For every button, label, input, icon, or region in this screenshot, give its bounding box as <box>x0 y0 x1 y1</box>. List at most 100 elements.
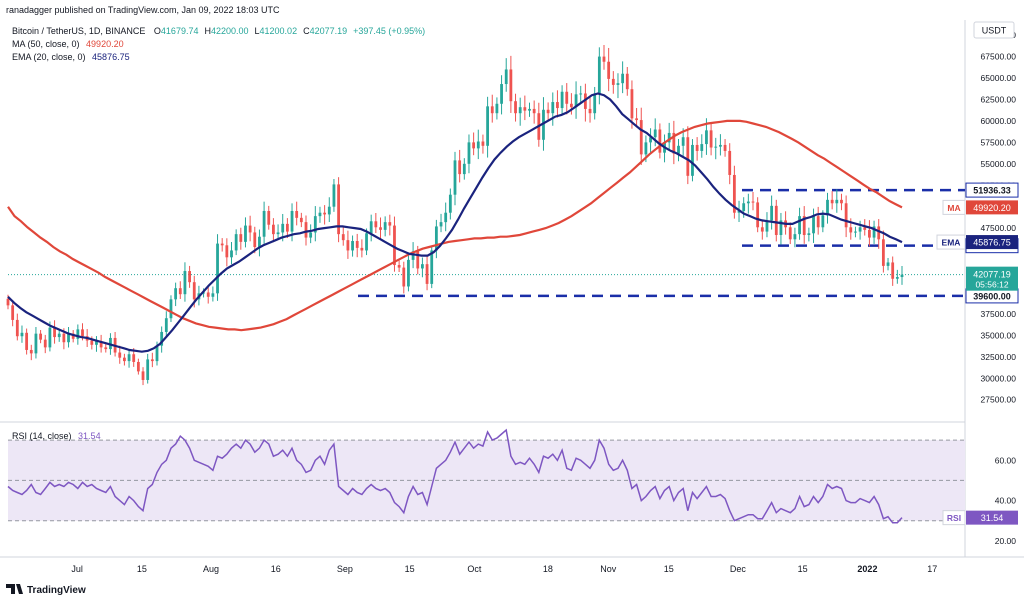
candle-body <box>677 145 680 154</box>
candle-body <box>434 226 438 251</box>
candle-body <box>546 109 550 114</box>
candle-body <box>472 142 476 149</box>
tradingview-logo[interactable]: TradingView <box>6 584 86 596</box>
candle-body <box>597 56 601 94</box>
candle-body <box>788 227 792 240</box>
ohlc-key-c: C <box>303 26 310 36</box>
candle-body <box>458 160 462 175</box>
price-tick-label: 47500.00 <box>981 223 1017 233</box>
candle-body <box>248 225 252 233</box>
price-tick-label: 35000.00 <box>981 330 1017 340</box>
candle-body <box>425 264 429 284</box>
candle-body <box>29 349 33 354</box>
candle-body <box>695 144 699 151</box>
candle-body <box>332 184 336 207</box>
candle-body <box>607 61 611 79</box>
candle-body <box>812 216 815 234</box>
ema-tag-label: EMA <box>942 238 961 248</box>
candle-body <box>732 174 736 213</box>
candle-body <box>840 199 843 204</box>
candle-body <box>700 144 704 151</box>
candle-body <box>155 345 159 362</box>
candle-body <box>528 108 531 111</box>
time-tick-label: 17 <box>927 564 937 574</box>
rsi-tick-label: 60.00 <box>995 455 1017 465</box>
rsi-legend-label: RSI (14, close) <box>12 431 72 441</box>
candle-body <box>351 241 354 251</box>
candle-body <box>323 212 327 215</box>
price-tick-label: 55000.00 <box>981 159 1017 169</box>
candle-body <box>90 340 94 345</box>
candle-body <box>20 332 24 337</box>
candle-body <box>728 150 732 175</box>
price-tick-label: 62500.00 <box>981 94 1017 104</box>
time-tick-label: Sep <box>337 564 353 574</box>
ema-legend: EMA (20, close, 0) 45876.75 <box>12 52 130 62</box>
candle-body <box>6 298 10 306</box>
candle-body <box>602 56 606 62</box>
candle-body <box>816 216 820 228</box>
symbol-name: Bitcoin / TetherUS, 1D, BINANCE <box>12 26 145 36</box>
candle-body <box>267 210 271 225</box>
ma-value-box <box>966 200 1018 215</box>
candle-body <box>53 327 56 338</box>
rsi-line <box>7 428 903 524</box>
symbol-legend: Bitcoin / TetherUS, 1D, BINANCE O41679.7… <box>12 26 425 36</box>
candle-body <box>318 212 322 217</box>
candle-body <box>895 277 899 279</box>
candle-body <box>881 239 885 266</box>
ma-value: 49920.20 <box>973 203 1011 213</box>
candle-body <box>313 216 317 233</box>
candle-body <box>258 236 261 248</box>
candle-body <box>295 210 299 218</box>
candle-body <box>849 227 853 233</box>
countdown-timer: 05:56:12 <box>975 280 1008 290</box>
candle-body <box>439 222 443 227</box>
rsi-legend-value: 31.54 <box>78 431 101 441</box>
candle-body <box>43 339 47 348</box>
ohlc-value-l: 41200.02 <box>260 26 298 36</box>
candle-body <box>872 226 876 238</box>
ma-legend-value: 49920.20 <box>86 39 124 49</box>
candle-body <box>486 106 489 146</box>
candle-body <box>830 199 834 204</box>
candle-body <box>146 359 150 380</box>
candle-body <box>653 129 657 138</box>
candle-body <box>216 243 219 294</box>
candle-body <box>276 232 280 235</box>
candle-body <box>691 144 694 176</box>
currency-label: USDT <box>982 26 1007 36</box>
candle-body <box>383 222 387 230</box>
candle-body <box>625 73 629 90</box>
candle-body <box>868 229 871 238</box>
ohlc-value-c: 42077.19 <box>310 26 348 36</box>
ema20-line <box>7 92 903 353</box>
candle-body <box>481 141 485 146</box>
time-axis[interactable]: Jul 15 Aug 16 Sep 15 Oct 18 Nov 15 Dec 15 2022 17 <box>71 564 937 574</box>
candle-body <box>169 299 173 319</box>
candle-body <box>39 333 42 340</box>
candle-body <box>290 210 294 232</box>
candle-body <box>174 288 178 300</box>
currency-button[interactable] <box>973 21 1015 39</box>
candle-body <box>588 108 592 114</box>
candle-body <box>57 333 61 338</box>
rsi-value-box <box>966 510 1018 525</box>
last-price-value: 42077.19 <box>973 270 1011 280</box>
candle-body <box>104 347 108 350</box>
level-label: 39600.00 <box>973 291 1011 301</box>
ma-tag <box>942 199 966 215</box>
candle-body <box>299 217 303 223</box>
candle-body <box>509 69 513 102</box>
candle-body <box>611 78 615 85</box>
rsi-value: 31.54 <box>981 513 1004 523</box>
candle-body <box>756 202 760 228</box>
ohlc-key-l: L <box>255 26 260 36</box>
candle-body <box>244 225 247 242</box>
candle-body <box>444 212 448 223</box>
candle-body <box>402 267 406 287</box>
candle-body <box>262 210 266 237</box>
price-tick-label: 37500.00 <box>981 309 1017 319</box>
candle-body <box>127 354 131 362</box>
